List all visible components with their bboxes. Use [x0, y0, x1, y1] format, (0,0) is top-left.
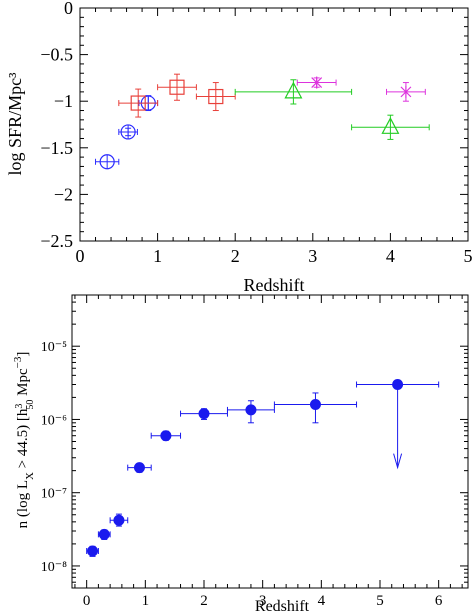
x-tick-label: 1 — [142, 593, 150, 609]
x-tick-label: 1 — [153, 246, 162, 266]
data-point — [273, 392, 358, 424]
x-tick-label: 3 — [259, 593, 267, 609]
bottom-chart-panel: 0 1 2 3 4 5 6 10⁻⁸ 10⁻⁷ 10⁻⁶ 10⁻⁵ Redshift n (log … — [12, 294, 469, 612]
bottom-chart-data — [86, 379, 440, 557]
data-point — [95, 154, 120, 170]
upper-limit-arrow-head — [393, 453, 403, 470]
filled-circle-marker — [98, 528, 110, 540]
data-point — [86, 545, 99, 557]
triangle-marker — [381, 117, 400, 134]
filled-circle-marker — [160, 430, 172, 442]
filled-circle-marker — [245, 404, 257, 416]
bottom-chart-y-axis-label: n (log LX > 44.5) [h350 Mpc−3] — [12, 352, 36, 529]
x-tick-label: 4 — [318, 593, 326, 609]
data-point — [195, 82, 236, 112]
data-point — [127, 462, 152, 474]
data-point — [150, 430, 182, 442]
x-tick-label: 2 — [231, 246, 240, 266]
bottom-chart-tick-labels: 0 1 2 3 4 5 6 10⁻⁸ 10⁻⁷ 10⁻⁶ 10⁻⁵ — [41, 340, 443, 609]
top-chart-tick-labels: 0 1 2 3 4 5 0 −0.5 −1 −1.5 −2 −2.5 — [40, 0, 472, 266]
y-tick-label: −1.5 — [40, 138, 73, 158]
data-point — [351, 114, 430, 140]
data-point — [97, 528, 111, 540]
top-chart-frame — [79, 7, 469, 242]
x-tick-label: 0 — [76, 246, 85, 266]
filled-circle-marker — [309, 398, 321, 410]
y-tick-label: −0.5 — [40, 45, 73, 65]
data-point — [180, 408, 228, 420]
y-tick-label: −1 — [54, 91, 73, 111]
y-tick-label: 10⁻⁵ — [41, 340, 67, 355]
y-tick-label: 0 — [64, 0, 73, 18]
data-point — [296, 76, 337, 89]
data-point — [157, 73, 197, 101]
y-tick-label: −2 — [54, 184, 73, 204]
x-tick-label: 5 — [376, 593, 384, 609]
data-point — [118, 88, 159, 118]
y-tick-label: 10⁻⁷ — [41, 487, 67, 502]
triangle-marker — [284, 81, 303, 99]
filled-circle-marker — [198, 408, 210, 420]
data-point — [356, 379, 440, 470]
data-point — [118, 124, 138, 140]
filled-circle-marker — [133, 462, 145, 474]
y-tick-label: −2.5 — [40, 231, 73, 251]
square-marker — [169, 79, 185, 95]
y-tick-label: 10⁻⁸ — [41, 560, 67, 575]
bottom-chart-x-axis-label: Redshift — [255, 598, 310, 612]
top-chart-ticks — [79, 7, 469, 242]
x-tick-label: 2 — [200, 593, 208, 609]
top-chart-y-axis-label: log SFR/Mpc³ — [5, 72, 25, 176]
filled-circle-marker — [392, 379, 404, 391]
data-point — [226, 400, 275, 424]
x-tick-label: 4 — [386, 246, 395, 266]
x-tick-label: 6 — [435, 593, 443, 609]
data-point — [386, 82, 426, 102]
square-marker — [208, 88, 224, 105]
top-chart-data — [95, 73, 430, 170]
x-tick-label: 3 — [308, 246, 317, 266]
bottom-chart-ticks — [72, 294, 468, 589]
bottom-chart-frame — [71, 294, 469, 589]
x-tick-label: 0 — [83, 593, 91, 609]
x-tick-label: 5 — [464, 246, 473, 266]
y-tick-label: 10⁻⁶ — [41, 413, 67, 428]
filled-circle-marker — [87, 545, 99, 557]
filled-circle-marker — [113, 514, 125, 526]
top-chart-panel: 0 1 2 3 4 5 0 −0.5 −1 −1.5 −2 −2.5 Redshift log SFR… — [5, 0, 473, 295]
data-point — [234, 79, 353, 105]
data-point — [109, 513, 129, 527]
square-marker — [130, 95, 146, 111]
top-chart-x-axis-label: Redshift — [244, 275, 305, 295]
